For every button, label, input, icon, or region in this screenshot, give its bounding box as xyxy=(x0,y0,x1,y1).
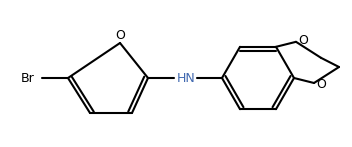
Text: O: O xyxy=(316,77,326,91)
Text: Br: Br xyxy=(20,71,34,85)
Text: HN: HN xyxy=(177,71,195,85)
Text: O: O xyxy=(298,34,308,47)
Text: O: O xyxy=(115,29,125,42)
